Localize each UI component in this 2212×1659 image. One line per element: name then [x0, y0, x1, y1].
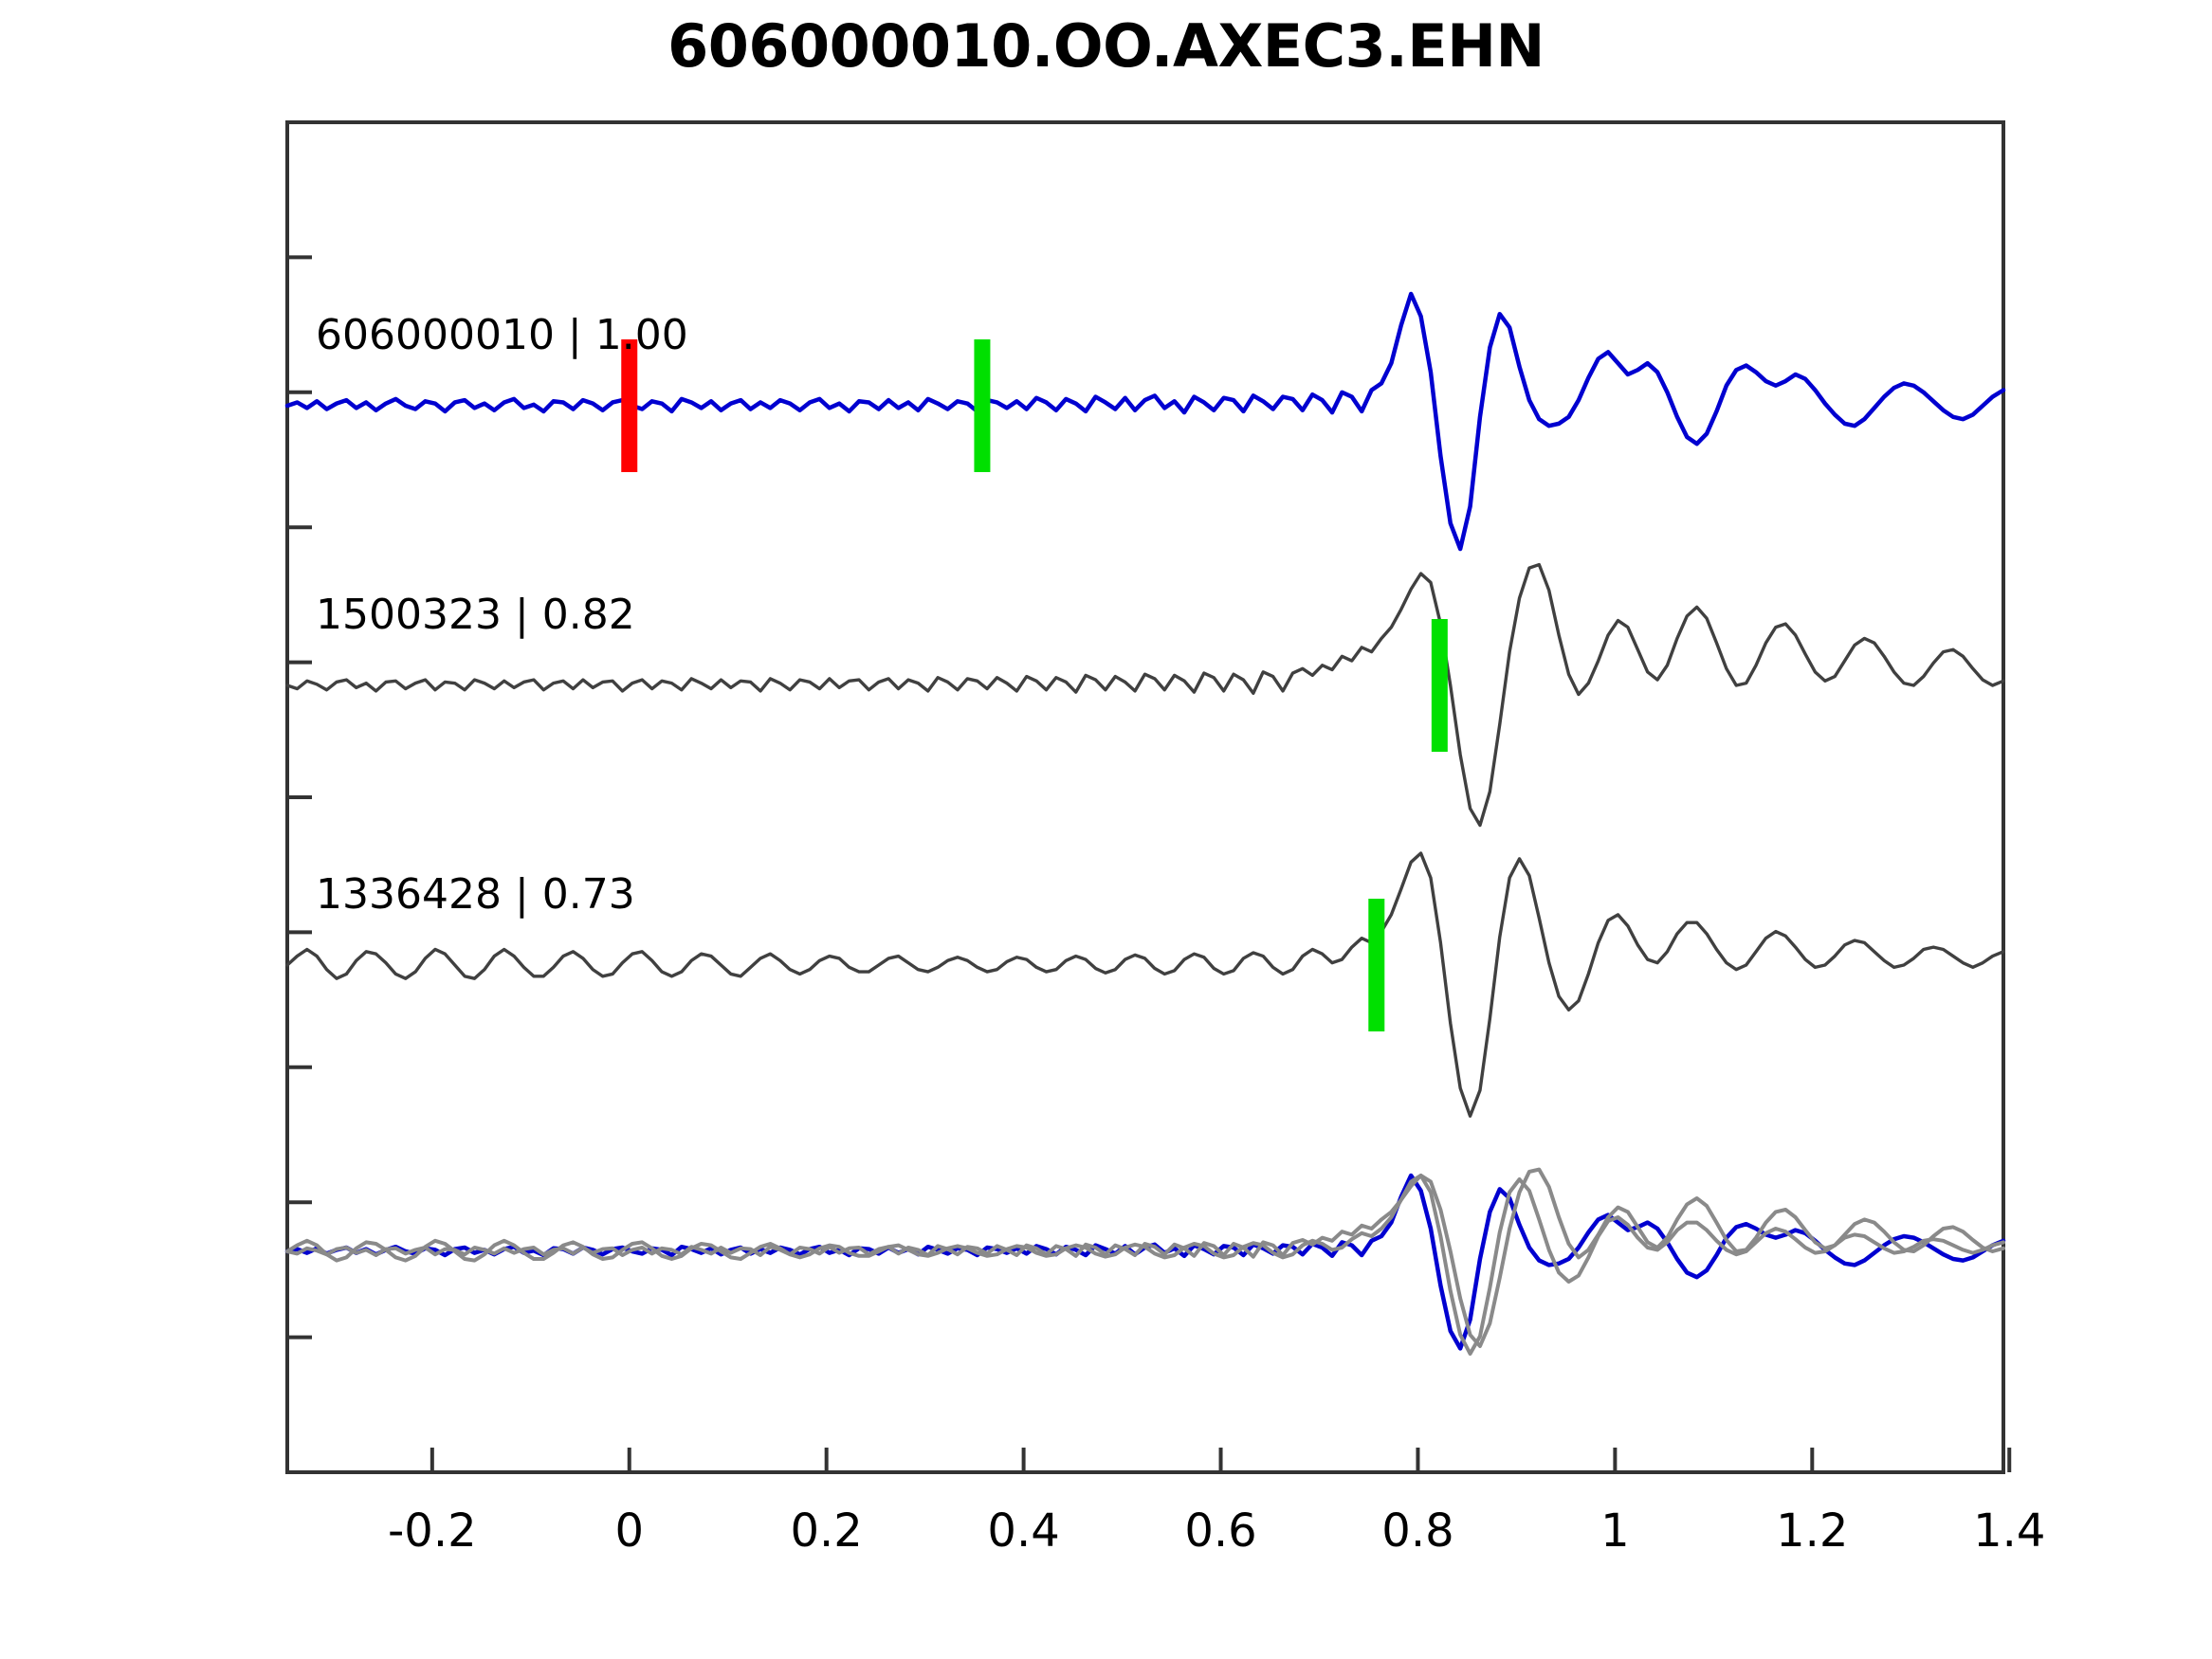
x-tick-label: 0.8: [1381, 1504, 1453, 1558]
page-title: 606000010.OO.AXEC3.EHN: [667, 11, 1545, 81]
x-tick-label: 1: [1600, 1504, 1630, 1558]
x-tick-label: 0.6: [1184, 1504, 1256, 1558]
x-tick-label: 0: [614, 1504, 644, 1558]
trace-labels: 606000010 | 1.00 1500323 | 0.82 1336428 | …: [316, 311, 688, 919]
x-tick-label: -0.2: [388, 1504, 477, 1558]
waveform-trace: [285, 1167, 2005, 1348]
x-tick-labels: -0.2 0 0.2 0.4 0.6 0.8 1 1.2 1.4: [388, 1504, 2045, 1558]
waveform-trace: [284, 291, 2006, 552]
plot-axes: [285, 120, 2012, 1474]
x-tick-label: 1.4: [1973, 1504, 2045, 1558]
waveform-traces: [284, 291, 2006, 1356]
x-tick-label: 0.2: [791, 1504, 863, 1558]
trace-label: 606000010 | 1.00: [316, 311, 688, 359]
trace-label: 1500323 | 0.82: [316, 591, 635, 639]
trace-label: 1336428 | 0.73: [316, 870, 635, 919]
waveform-trace: [284, 1173, 2006, 1351]
x-tick-label: 1.2: [1776, 1504, 1848, 1558]
waveform-trace: [285, 1174, 2005, 1356]
waveform-trace: [285, 562, 2005, 828]
x-tick-label: 0.4: [987, 1504, 1059, 1558]
phase-pick-markers: [621, 339, 1448, 1031]
waveform-trace: [285, 851, 2005, 1118]
